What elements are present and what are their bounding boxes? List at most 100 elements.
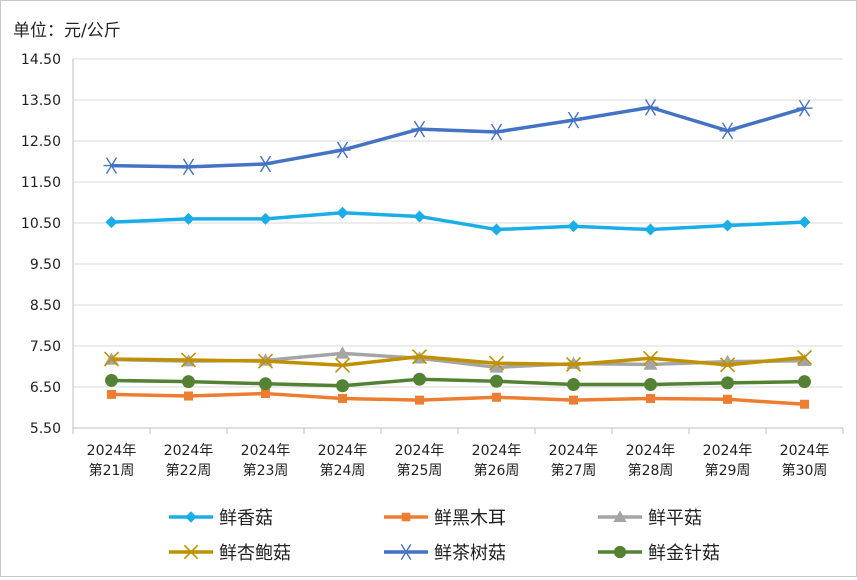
data-point xyxy=(721,376,734,390)
data-point xyxy=(490,223,503,236)
y-tick-label: 9.50 xyxy=(30,257,61,273)
data-point xyxy=(644,378,657,392)
x-tick-label-line: 2024年 xyxy=(626,443,676,459)
data-point xyxy=(613,510,627,522)
x-tick-label-line: 2024年 xyxy=(241,443,291,459)
data-point xyxy=(185,511,197,523)
data-point xyxy=(411,349,428,365)
legend-item: 鲜黑木耳 xyxy=(384,508,506,529)
x-tick-label: 2024年第22周 xyxy=(164,443,214,479)
data-point xyxy=(336,206,349,219)
x-tick-label-line: 第25周 xyxy=(397,462,443,479)
data-point xyxy=(338,393,347,403)
y-tick-labels: 14.50 13.50 12.50 11.50 10.50 9.50 8.50 7.50 6.5… xyxy=(21,52,61,437)
data-point xyxy=(489,360,504,373)
data-point xyxy=(257,353,274,369)
y-tick-label: 13.50 xyxy=(21,93,61,109)
x-tick-label-line: 第26周 xyxy=(474,462,520,479)
series-line xyxy=(111,354,805,368)
data-point xyxy=(488,355,505,371)
x-tick-label: 2024年第21周 xyxy=(87,443,137,479)
data-point xyxy=(398,544,414,560)
y-tick-label: 12.50 xyxy=(21,134,61,150)
x-tick-label-line: 2024年 xyxy=(780,443,830,459)
data-point xyxy=(335,346,350,359)
data-point xyxy=(719,122,736,140)
series-line xyxy=(111,377,805,388)
x-tick-label-line: 2024年 xyxy=(395,443,445,459)
data-point xyxy=(336,379,349,393)
data-point xyxy=(103,157,120,174)
x-tick-label-line: 第21周 xyxy=(89,462,135,479)
data-point xyxy=(567,378,580,392)
data-point xyxy=(642,350,659,366)
legend-label: 鲜平菇 xyxy=(648,508,702,529)
x-tick-label-line: 第24周 xyxy=(320,462,366,479)
x-tick-label-line: 2024年 xyxy=(549,443,599,459)
x-tick-label: 2024年第30周 xyxy=(780,443,830,479)
x-tick-label-line: 2024年 xyxy=(318,443,368,459)
data-point xyxy=(105,373,118,387)
data-point xyxy=(184,391,193,401)
legend-label: 鲜黑木耳 xyxy=(434,508,506,529)
data-point xyxy=(183,544,199,560)
series-line xyxy=(111,105,805,169)
data-point xyxy=(723,394,732,404)
y-tick-label: 8.50 xyxy=(30,298,61,314)
x-tick-label-line: 2024年 xyxy=(87,443,137,459)
data-point xyxy=(182,375,195,389)
x-tick-label-line: 第23周 xyxy=(243,462,289,479)
data-point xyxy=(567,220,580,233)
unit-label: 单位：元/公斤 xyxy=(13,21,121,41)
data-point xyxy=(796,349,813,366)
data-point xyxy=(492,392,501,402)
data-point xyxy=(182,212,195,225)
data-point xyxy=(613,545,627,559)
x-tick-label: 2024年第26周 xyxy=(472,443,522,479)
legend-item: 鲜香菇 xyxy=(169,508,273,529)
data-point xyxy=(798,375,811,389)
data-point xyxy=(413,372,426,386)
series-鲜杏鲍菇 xyxy=(103,349,813,373)
data-point xyxy=(334,141,351,159)
data-point xyxy=(334,357,351,373)
series-group xyxy=(103,99,813,409)
data-point xyxy=(488,123,505,141)
legend-label: 鲜金针菇 xyxy=(648,543,720,564)
axes xyxy=(72,59,844,434)
legend-label: 鲜茶树菇 xyxy=(434,543,506,564)
data-point xyxy=(261,389,270,399)
data-point xyxy=(646,393,655,403)
legend-item: 鲜杏鲍菇 xyxy=(169,543,291,564)
data-point xyxy=(413,210,426,223)
data-point xyxy=(257,155,274,173)
x-tick-label-line: 第29周 xyxy=(705,462,751,479)
data-point xyxy=(565,111,582,129)
x-tick-label-line: 第27周 xyxy=(551,462,597,479)
x-tick-label: 2024年第23周 xyxy=(241,443,291,479)
x-tick-label-line: 2024年 xyxy=(472,443,522,459)
x-tick-labels: 2024年第21周2024年第22周2024年第23周2024年第24周2024… xyxy=(87,443,830,479)
x-tick-label: 2024年第28周 xyxy=(626,443,676,479)
legend-label: 鲜香菇 xyxy=(219,508,273,529)
x-tick-label-line: 第22周 xyxy=(166,462,212,479)
y-tick-label: 5.50 xyxy=(30,421,61,437)
data-point xyxy=(107,389,116,399)
y-tick-label: 10.50 xyxy=(21,216,61,232)
series-鲜香菇 xyxy=(105,206,811,236)
y-tick-label: 14.50 xyxy=(21,52,61,68)
data-point xyxy=(180,158,197,176)
data-point xyxy=(565,356,582,373)
x-tick-label: 2024年第24周 xyxy=(318,443,368,479)
data-point xyxy=(105,216,118,229)
data-point xyxy=(721,219,734,232)
data-point xyxy=(798,216,811,229)
series-鲜茶树菇 xyxy=(103,99,813,176)
y-tick-label: 7.50 xyxy=(30,339,61,355)
data-point xyxy=(642,99,659,116)
data-point xyxy=(103,351,120,367)
data-point xyxy=(415,395,424,405)
